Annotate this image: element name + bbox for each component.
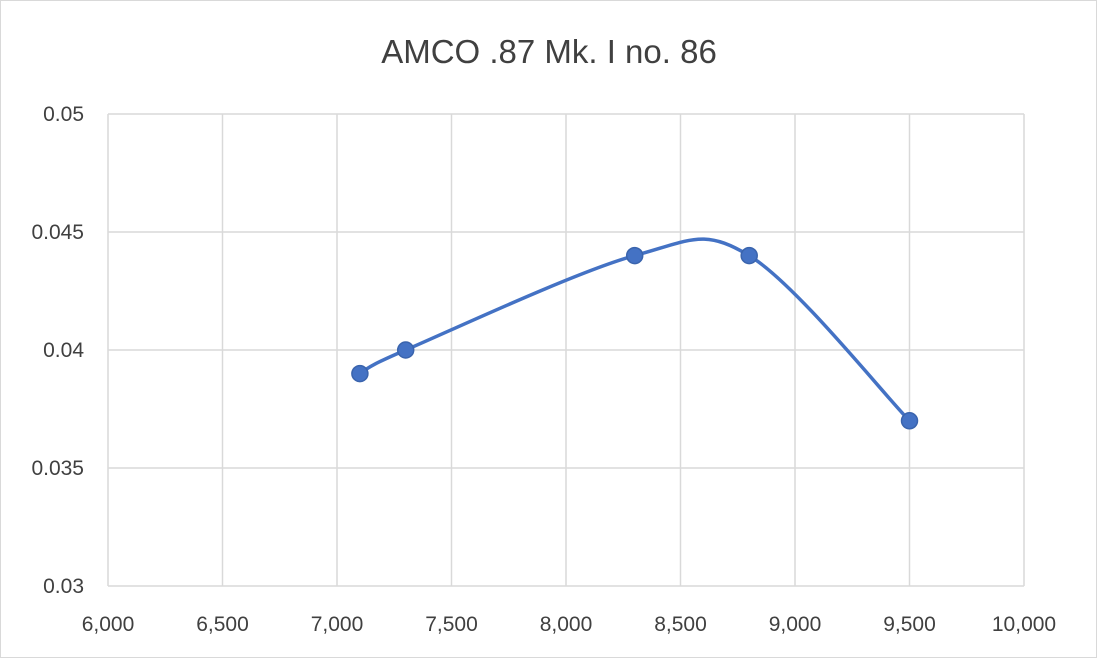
data-point [351,364,369,383]
x-tick-label: 9,500 [883,613,936,636]
series-layer [351,237,919,430]
y-tick-label: 0.035 [31,457,84,480]
x-tick-label: 10,000 [992,613,1056,636]
x-tick-label: 6,000 [82,613,135,636]
grid [107,113,1025,587]
data-point [900,412,919,430]
data-point [396,341,415,359]
x-tick-label: 9,000 [769,613,822,636]
x-tick-label: 8,500 [654,613,707,636]
data-point [625,246,644,265]
x-tick-label: 7,000 [311,613,364,636]
chart-title: AMCO .87 Mk. I no. 86 [381,33,717,70]
axis-ticks: 6,000 6,500 7,000 7,500 8,000 8,500 9,000 9,500… [31,103,1056,636]
series-line [358,237,912,423]
y-tick-label: 0.03 [43,575,84,598]
y-tick-label: 0.05 [43,103,84,126]
x-tick-label: 7,500 [425,613,478,636]
y-tick-label: 0.04 [43,339,84,362]
y-tick-label: 0.045 [31,221,84,244]
x-tick-label: 8,000 [540,613,593,636]
data-point [740,246,758,265]
x-tick-label: 6,500 [196,613,249,636]
